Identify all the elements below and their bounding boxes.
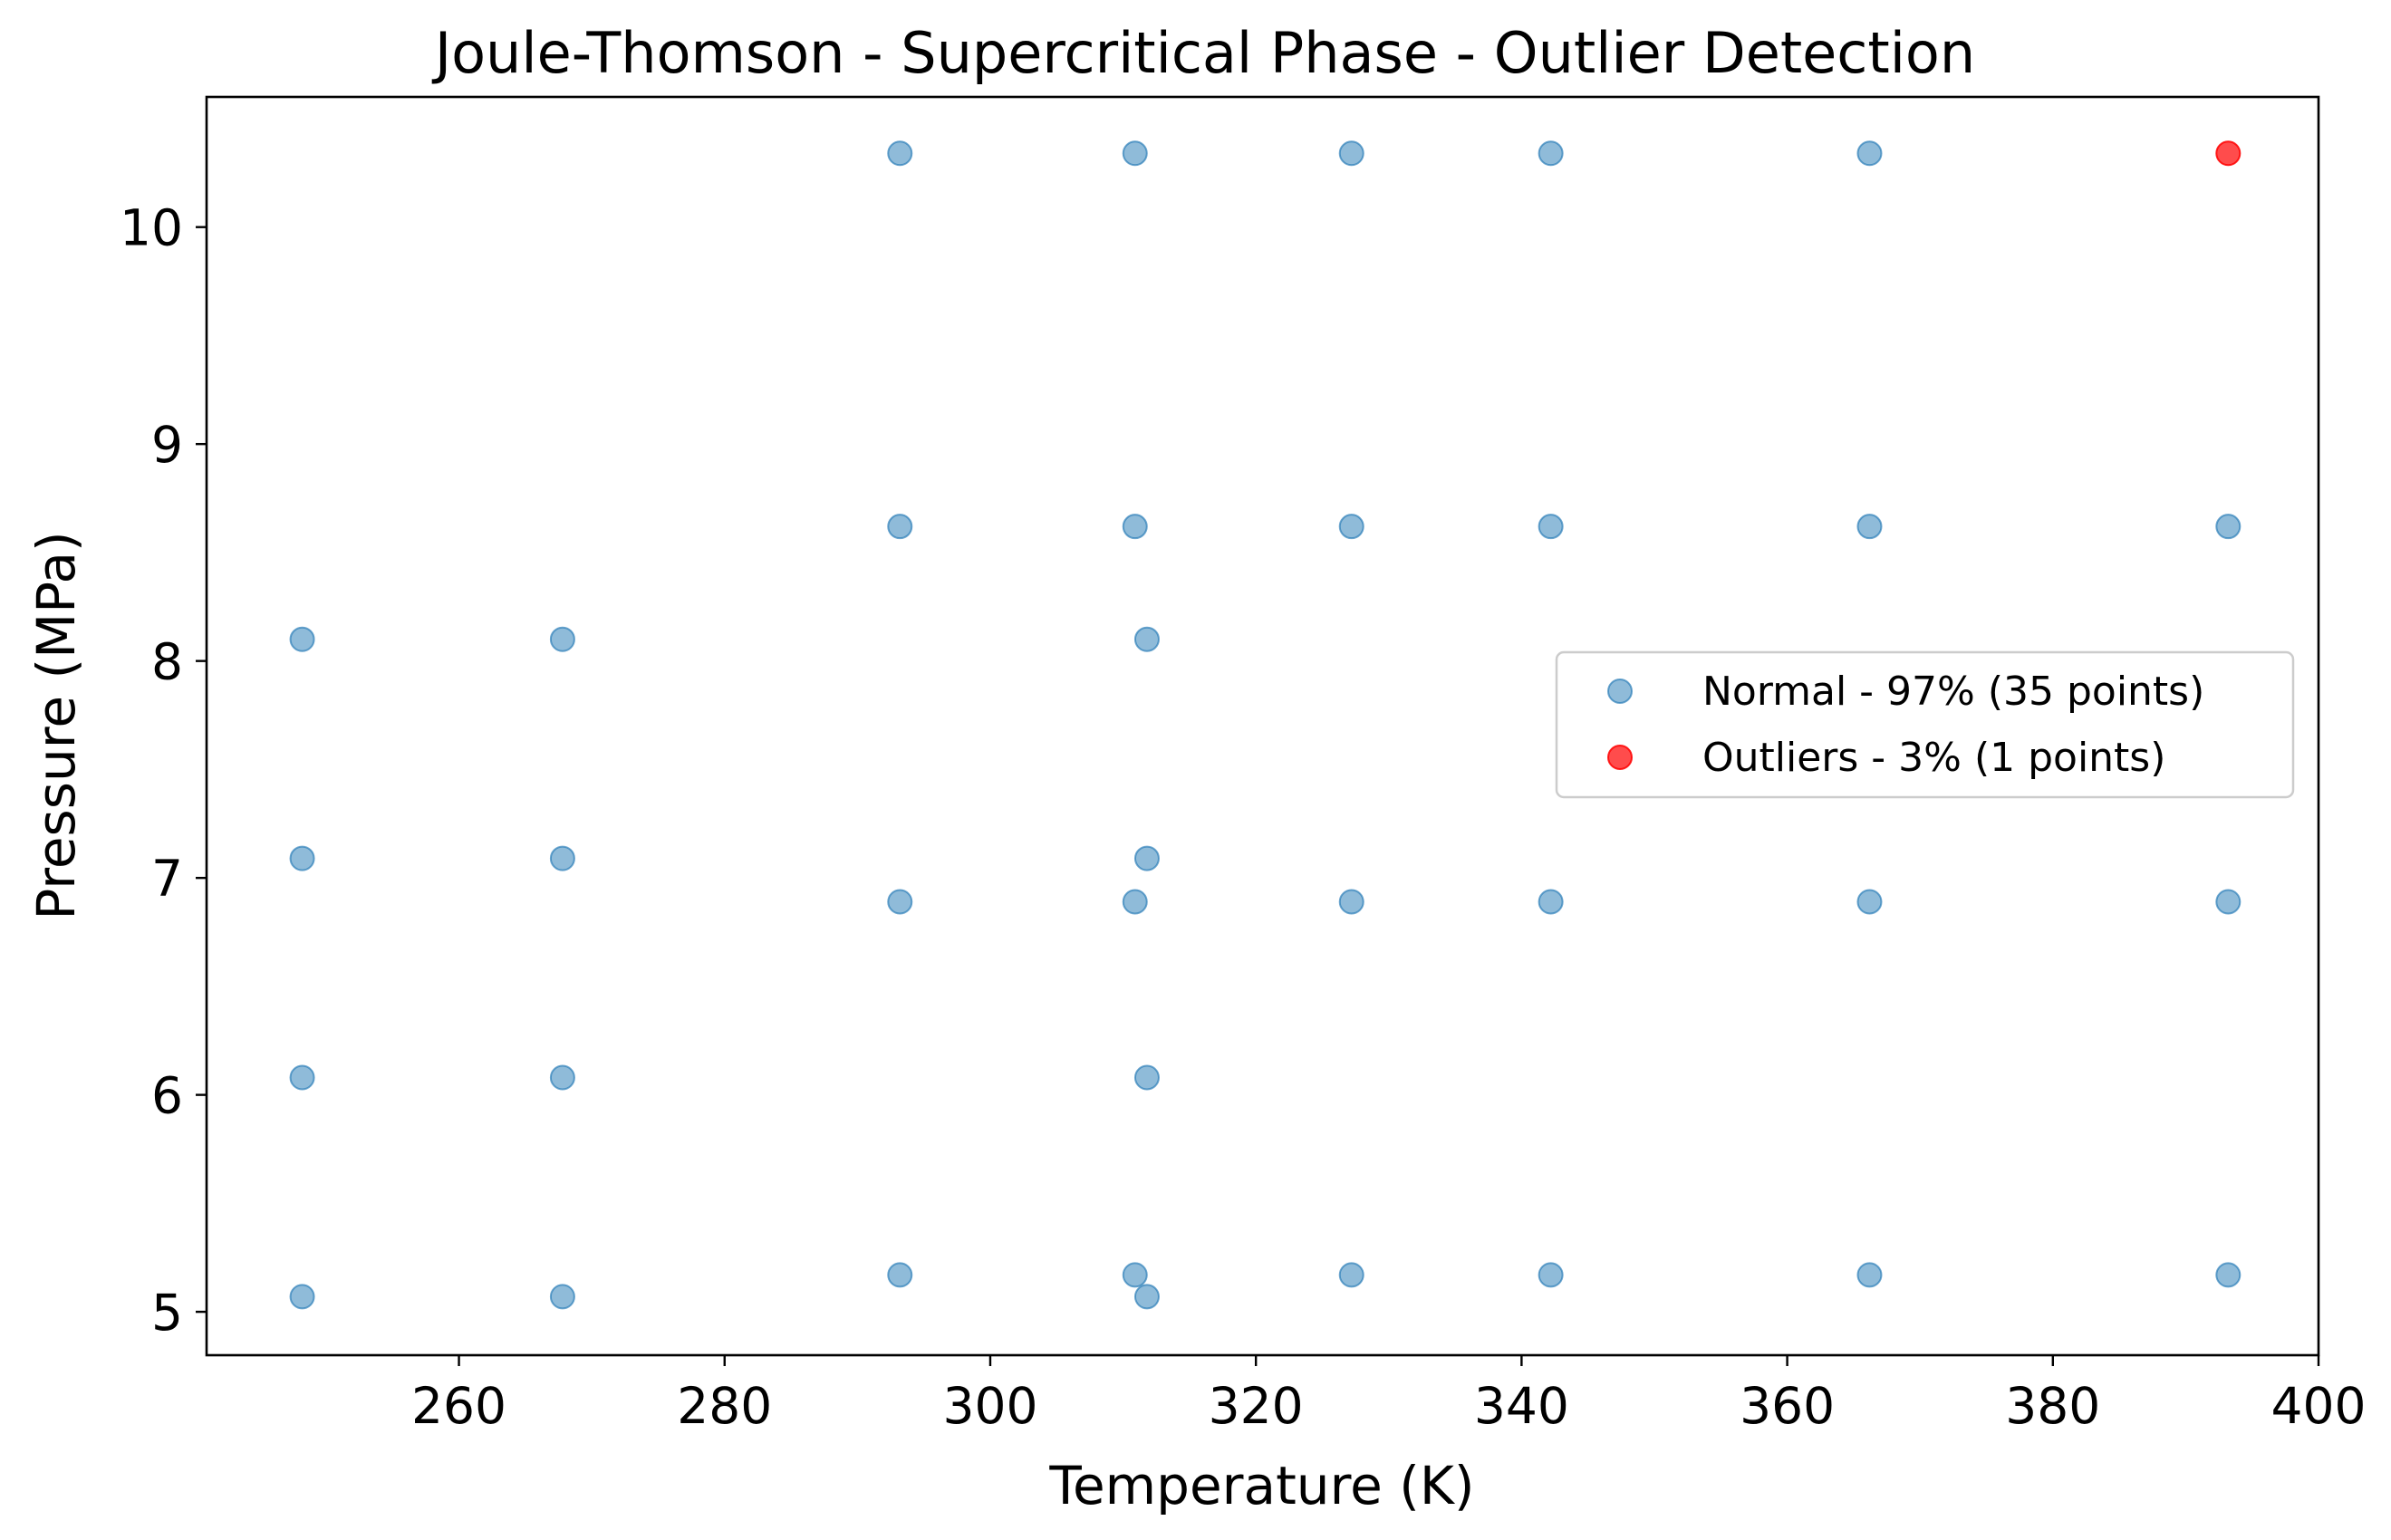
- chart-title: Joule-Thomson - Supercritical Phase - Ou…: [431, 20, 1975, 86]
- normal-data-point: [2215, 1262, 2242, 1288]
- y-tick-label: 6: [151, 1067, 183, 1125]
- normal-data-point: [1338, 889, 1364, 915]
- normal-data-point: [1538, 514, 1564, 540]
- x-axis-ticks: 260 280 300 320 340 360 380 400: [411, 1355, 2366, 1435]
- normal-data-point: [2215, 889, 2242, 915]
- normal-data-point: [887, 889, 913, 915]
- normal-data-point: [549, 1064, 575, 1091]
- normal-data-point: [549, 1284, 575, 1310]
- y-tick-label: 9: [151, 416, 183, 474]
- normal-data-point: [549, 626, 575, 652]
- normal-data-point: [1856, 514, 1883, 540]
- y-axis-ticks: 5 6 7 8 9 10: [120, 199, 207, 1342]
- legend-marker-normal: [1607, 679, 1633, 704]
- normal-data-point: [1538, 889, 1564, 915]
- legend-marker-outliers: [1607, 745, 1633, 770]
- x-axis-label: Temperature (K): [1048, 1455, 1474, 1516]
- normal-data-point: [1122, 514, 1148, 540]
- normal-data-point: [1856, 889, 1883, 915]
- normal-data-point: [289, 1284, 315, 1310]
- y-tick-label: 8: [151, 633, 183, 691]
- data-points: [289, 140, 2242, 1310]
- y-tick-label: 5: [151, 1284, 183, 1342]
- x-tick-label: 340: [1474, 1377, 1569, 1435]
- x-tick-label: 320: [1209, 1377, 1304, 1435]
- x-tick-label: 260: [411, 1377, 506, 1435]
- normal-data-point: [549, 845, 575, 871]
- legend-frame: [1555, 650, 2295, 799]
- normal-data-point: [1338, 140, 1364, 167]
- x-tick-label: 360: [1740, 1377, 1835, 1435]
- normal-data-point: [2215, 514, 2242, 540]
- outlier-data-point: [2215, 140, 2242, 167]
- legend-entry-normal: Normal - 97% (35 points): [1702, 669, 2204, 715]
- x-tick-label: 400: [2271, 1377, 2367, 1435]
- normal-data-point: [289, 845, 315, 871]
- normal-data-point: [1538, 1262, 1564, 1288]
- normal-data-point: [1122, 140, 1148, 167]
- x-tick-label: 300: [942, 1377, 1037, 1435]
- normal-data-point: [1338, 514, 1364, 540]
- normal-data-point: [887, 514, 913, 540]
- y-tick-label: 10: [120, 199, 183, 257]
- normal-data-point: [1538, 140, 1564, 167]
- y-axis-label: Pressure (MPa): [25, 531, 87, 919]
- normal-data-point: [1338, 1262, 1364, 1288]
- normal-data-point: [1133, 845, 1160, 871]
- normal-data-point: [1122, 889, 1148, 915]
- normal-data-point: [1122, 1262, 1148, 1288]
- legend: Normal - 97% (35 points) Outliers - 3% (…: [1555, 650, 2295, 799]
- normal-data-point: [289, 626, 315, 652]
- normal-data-point: [1856, 140, 1883, 167]
- normal-data-point: [887, 140, 913, 167]
- normal-data-point: [1133, 1064, 1160, 1091]
- normal-data-point: [887, 1262, 913, 1288]
- x-tick-label: 280: [677, 1377, 772, 1435]
- normal-data-point: [1856, 1262, 1883, 1288]
- x-tick-label: 380: [2005, 1377, 2100, 1435]
- normal-data-point: [1133, 626, 1160, 652]
- plot-area-frame: [205, 95, 2320, 1357]
- legend-entry-outliers: Outliers - 3% (1 points): [1702, 735, 2165, 781]
- normal-data-point: [289, 1064, 315, 1091]
- normal-data-point: [1133, 1284, 1160, 1310]
- y-tick-label: 7: [151, 850, 183, 908]
